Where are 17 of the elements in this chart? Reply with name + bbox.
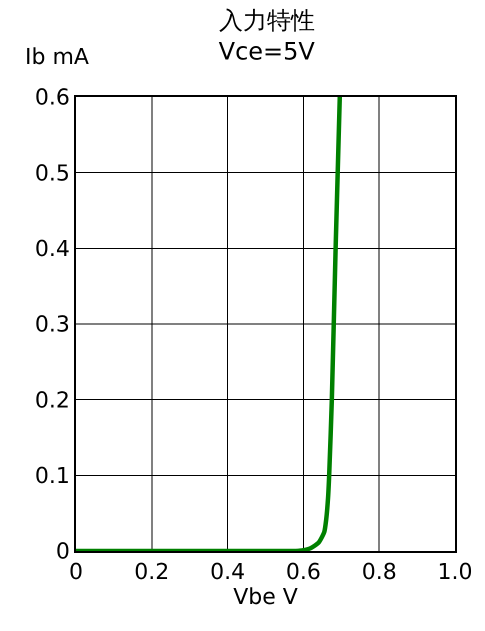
chart-title: 入力特性 xyxy=(218,6,315,34)
line-series xyxy=(76,97,342,551)
y-axis-title: Ib mA xyxy=(25,45,89,70)
x-tick-label: 1.0 xyxy=(438,560,472,586)
y-tick-label: 0.3 xyxy=(34,312,70,338)
x-tick-label: 0.6 xyxy=(286,560,321,586)
y-tick-label: 0.4 xyxy=(34,237,70,262)
y-tick-label: 0.1 xyxy=(34,464,70,490)
y-tick-label: 0 xyxy=(56,540,70,565)
y-tick-label: 0.2 xyxy=(34,388,70,414)
x-tick-label: 0.4 xyxy=(210,560,246,586)
chart-subtitle: Vce=5V xyxy=(218,38,316,66)
x-axis-title: Vbe V xyxy=(233,585,298,610)
y-tick-label: 0.5 xyxy=(34,161,70,186)
x-tick-label: 0.8 xyxy=(362,560,397,586)
y-tick-label: 0.6 xyxy=(34,86,70,111)
x-tick-label: 0.2 xyxy=(134,560,170,586)
